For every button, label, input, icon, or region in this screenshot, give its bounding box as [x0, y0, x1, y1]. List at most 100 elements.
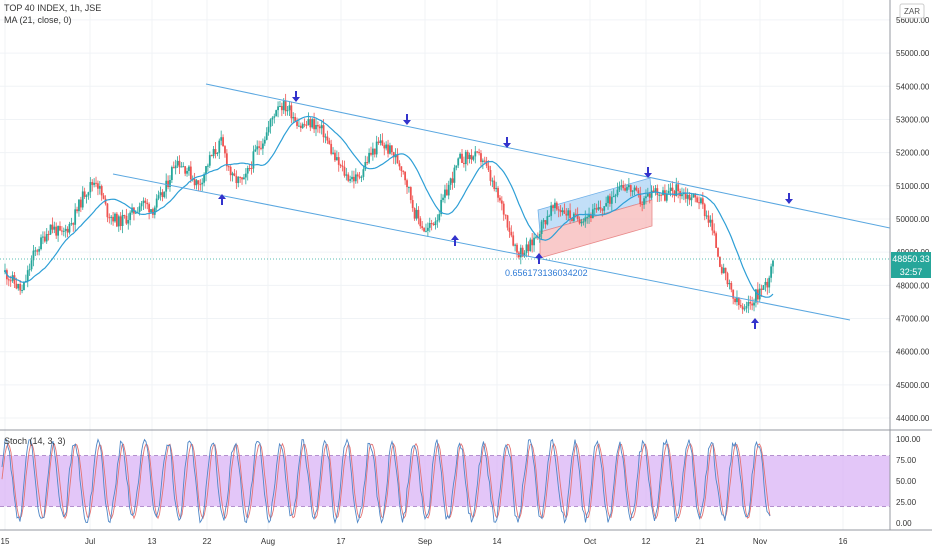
- candle-body: [309, 119, 312, 128]
- candle-body: [85, 195, 88, 197]
- candle-body: [115, 213, 118, 227]
- candle-body: [362, 169, 365, 177]
- candle-body: [224, 146, 226, 154]
- candle-body: [313, 119, 315, 130]
- candle-body: [233, 173, 236, 176]
- candle-body: [646, 193, 649, 197]
- candle-body: [267, 126, 270, 133]
- candle-body: [504, 214, 507, 216]
- candle-body: [413, 208, 416, 219]
- candle-body: [633, 187, 636, 191]
- candle-body: [216, 152, 219, 154]
- candles: [4, 93, 774, 314]
- stoch-axis: 0.00 25.00 50.00 75.00 100.00: [896, 435, 921, 528]
- candle-body: [595, 208, 598, 210]
- candle-body: [258, 146, 261, 148]
- candle-body: [525, 244, 528, 253]
- candle-body: [57, 226, 59, 236]
- candle-body: [453, 167, 456, 183]
- candle-body: [78, 199, 80, 212]
- candle-body: [53, 226, 56, 230]
- candle-body: [398, 163, 401, 167]
- candle-body: [400, 166, 403, 171]
- candle-body: [531, 239, 534, 246]
- candle-body: [677, 184, 680, 192]
- candle-body: [341, 165, 344, 167]
- candle-body: [609, 196, 611, 204]
- candle-body: [722, 267, 725, 274]
- candle-body: [603, 206, 606, 211]
- candle-body: [47, 234, 50, 236]
- candle-body: [11, 275, 14, 281]
- ma-legend: MA (21, close, 0): [4, 15, 72, 25]
- candle-body: [127, 219, 130, 224]
- candle-body: [508, 227, 511, 232]
- candle-body: [299, 125, 302, 128]
- candle-body: [370, 152, 372, 155]
- candle-body: [117, 216, 120, 227]
- candle-body: [222, 137, 224, 147]
- candle-body: [510, 231, 513, 236]
- candle-body: [707, 215, 710, 223]
- candle-body: [83, 191, 86, 197]
- candle-body: [512, 235, 515, 246]
- down-arrow-head-icon: [503, 143, 511, 148]
- candle-body: [521, 247, 524, 257]
- candle-body: [749, 301, 752, 304]
- candle-body: [741, 306, 744, 310]
- candle-body: [356, 174, 359, 177]
- candle-body: [9, 280, 12, 282]
- candle-body: [624, 188, 626, 191]
- down-arrow-head-icon: [644, 173, 652, 178]
- candle-body: [17, 284, 20, 289]
- candle-body: [620, 185, 623, 187]
- candle-body: [411, 200, 414, 209]
- stoch-tick-label: 50.00: [896, 477, 917, 486]
- time-tick-label: Aug: [261, 537, 275, 546]
- candle-body: [519, 247, 522, 258]
- candle-body: [324, 136, 327, 138]
- candle-body: [574, 213, 577, 215]
- candle-body: [493, 180, 496, 190]
- chart-title: TOP 40 INDEX, 1h, JSE: [4, 3, 102, 13]
- candle-body: [561, 210, 564, 213]
- candle-body: [305, 124, 308, 126]
- candle-body: [514, 244, 517, 246]
- candle-body: [478, 152, 480, 154]
- candle-body: [736, 297, 738, 303]
- time-tick-label: Jul: [85, 537, 95, 546]
- time-tick-label: Oct: [584, 537, 597, 546]
- currency-badge[interactable]: ZAR: [899, 3, 925, 19]
- candle-body: [656, 188, 659, 195]
- candle-body: [72, 223, 75, 225]
- candle-body: [318, 126, 321, 129]
- candle-body: [423, 228, 425, 232]
- candle-body: [284, 101, 287, 112]
- candle-body: [442, 197, 444, 200]
- candle-body: [690, 197, 693, 201]
- candle-body: [91, 182, 94, 185]
- candle-body: [664, 190, 666, 201]
- candle-body: [235, 175, 238, 184]
- candle-body: [669, 187, 672, 191]
- candle-body: [495, 187, 498, 190]
- candle-body: [129, 212, 132, 220]
- candle-body: [390, 145, 393, 153]
- candle-body: [554, 202, 556, 209]
- candle-body: [428, 223, 431, 228]
- candle-body: [459, 153, 462, 159]
- stoch-tick-label: 25.00: [896, 498, 917, 507]
- candle-body: [728, 283, 731, 285]
- candle-body: [652, 190, 655, 193]
- candle-body: [150, 209, 152, 213]
- candle-body: [500, 200, 503, 204]
- candle-body: [631, 190, 634, 192]
- candle-body: [591, 209, 594, 219]
- candle-body: [134, 212, 137, 214]
- candle-body: [387, 144, 389, 154]
- candle-body: [43, 236, 46, 242]
- candle-body: [563, 210, 566, 214]
- candle-body: [715, 233, 718, 248]
- candle-body: [711, 219, 714, 231]
- candle-body: [648, 193, 651, 198]
